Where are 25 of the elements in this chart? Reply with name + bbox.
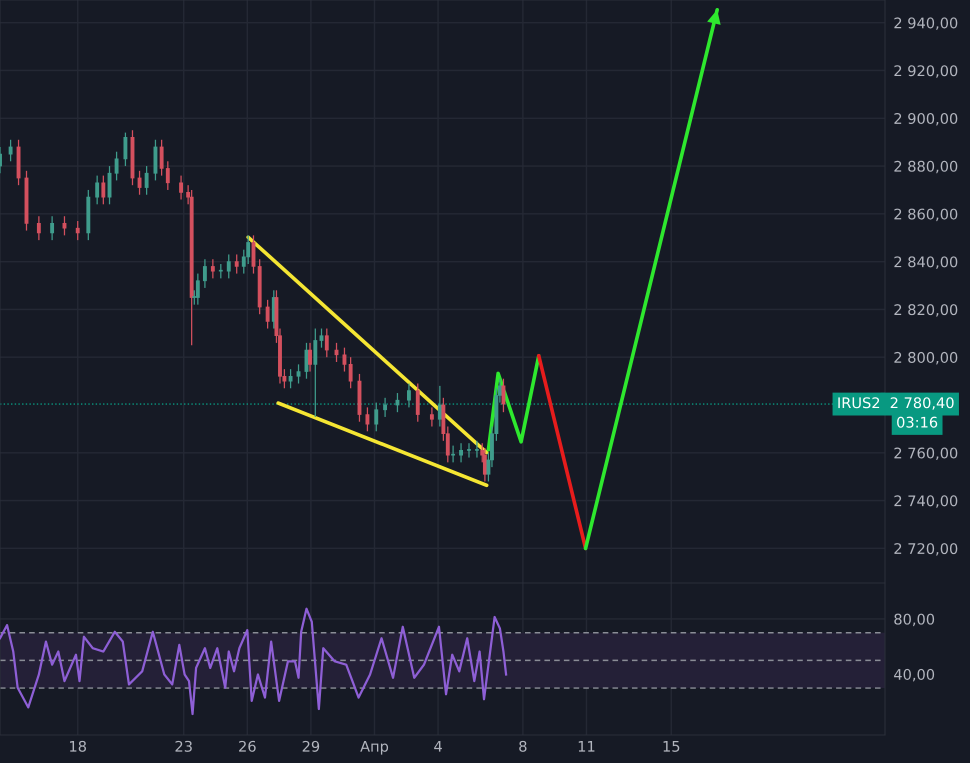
annotation: IRUS2 (838, 397, 880, 408)
y-tick-label: 2 800,00 (894, 352, 958, 364)
x-tick-label: 4 (434, 741, 442, 752)
y-tick-label: 40,00 (894, 668, 934, 682)
x-tick-label: 26 (239, 740, 256, 752)
y-tick-label: 80,00 (894, 614, 934, 626)
y-tick-label: 2 840,00 (894, 256, 958, 269)
x-tick-label: Апр (360, 741, 388, 755)
x-tick-label: 11 (578, 741, 594, 752)
ref-line-label: 2 780,40 (890, 397, 954, 410)
y-tick-label: 2 860,00 (894, 208, 958, 222)
y-tick-label: 2 920,00 (894, 65, 958, 78)
x-tick-label: 29 (302, 740, 320, 752)
y-tick-label: 2 900,00 (894, 112, 958, 126)
text: 03:16 (897, 416, 938, 428)
x-tick-label: 8 (519, 740, 527, 752)
y-tick-label: 2 760,00 (894, 448, 958, 460)
y-tick-label: 2 740,00 (894, 495, 958, 508)
y-tick-label: 2 880,00 (894, 160, 958, 174)
y-tick-label: 2 720,00 (894, 543, 958, 556)
y-tick-label: 2 820,00 (894, 304, 958, 317)
x-tick-label: 15 (664, 741, 680, 752)
y-tick-label: 2 940,00 (894, 17, 958, 30)
x-tick-label: 23 (176, 740, 192, 752)
x-tick-label: 18 (70, 740, 86, 752)
